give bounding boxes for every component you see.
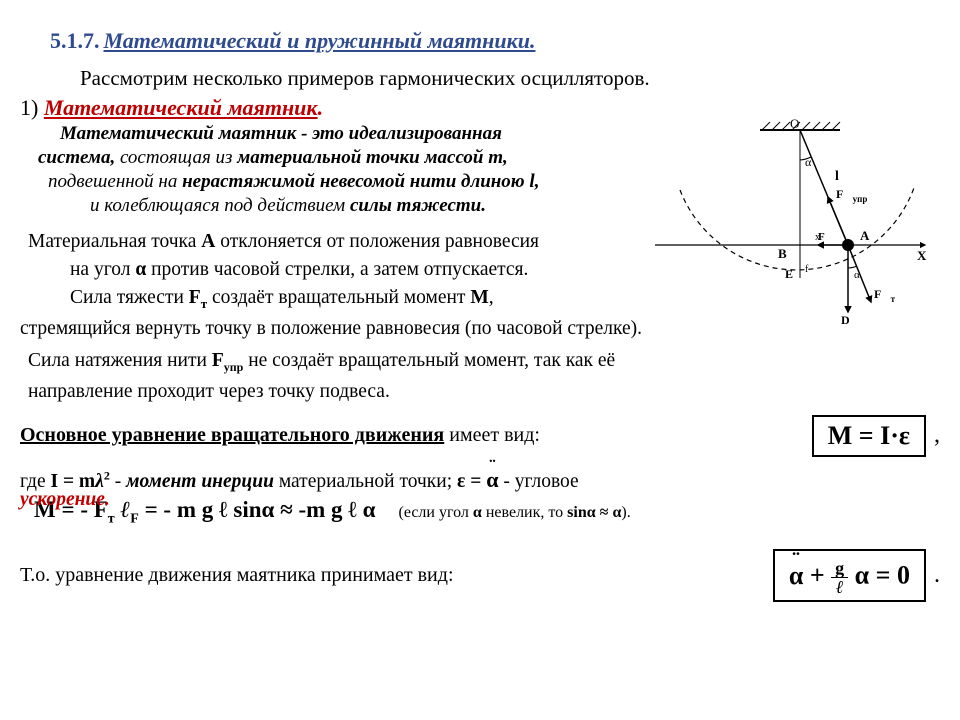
p1b: А (201, 231, 215, 252)
eq-lead-b: имеет вид: (444, 424, 540, 446)
label-Ft: F⃗т (874, 287, 896, 304)
section-title: Математический и пружинный маятники. (104, 28, 536, 53)
p7-trail: ускорение. (20, 489, 940, 511)
eq1-box: M = I·ε (812, 415, 926, 457)
def-l3a: подвешенной на (48, 171, 182, 192)
sub1-num: 1) (20, 95, 44, 120)
eq1-comma: , (934, 422, 940, 449)
label-D: D (841, 313, 850, 327)
def-l4a: и колеблющаяся под действием (90, 195, 350, 216)
eq2-dot: . (934, 562, 940, 589)
section-number: 5.1.7. (50, 28, 100, 53)
equation-row-1: Основное уравнение вращательного движени… (20, 415, 940, 457)
label-Fupr: F⃗упр (836, 187, 867, 204)
p2a: на угол (70, 259, 135, 280)
label-O: O (790, 116, 799, 131)
p3d: M (470, 287, 488, 308)
p1c: отклоняется от положения равновесия (215, 231, 539, 252)
label-alpha2: α (854, 269, 860, 281)
def-l4b: силы тяжести. (350, 195, 486, 216)
def-l3b: нерастяжимой невесомой нити длиною l, (182, 171, 539, 192)
equation-row-2: Т.о. уравнение движения маятника принима… (20, 549, 940, 602)
def-l1: Математический маятник - это идеализиров… (60, 123, 502, 144)
label-alpha1: α (805, 155, 812, 169)
p5c: не создаёт вращательный момент, так как … (243, 350, 615, 371)
para-6: направление проходит через точку подвеса… (28, 381, 940, 403)
pendulum-diagram: O l α A B E D X F⃗упр F⃗ F⃗т x f α (650, 115, 930, 335)
label-x: x (815, 232, 820, 243)
label-F: F⃗ (818, 231, 833, 243)
eq2-frac: gℓ (831, 559, 848, 596)
label-E: E (785, 267, 793, 281)
eq2-lead: Т.о. уравнение движения маятника принима… (20, 564, 773, 587)
intro-text: Рассмотрим несколько примеров гармоничес… (80, 66, 940, 91)
label-A: A (860, 228, 870, 243)
eq2-a2: α = 0 (848, 561, 910, 590)
eq2-plus: + (803, 561, 831, 590)
def-l2c: материальной точки массой m, (237, 147, 508, 168)
eq-lead-a: Основное уравнение вращательного движени… (20, 424, 444, 446)
def-l2b: состоящая из (120, 147, 237, 168)
p5a: Сила натяжения нити (28, 350, 212, 371)
label-f: f (805, 264, 809, 275)
eq1-lead: Основное уравнение вращательного движени… (20, 424, 812, 447)
label-B: B (778, 246, 787, 261)
para-7: где I = mλ2 - момент инерции материально… (20, 467, 940, 511)
label-X: X (917, 248, 927, 263)
sub1-dot: . (318, 95, 324, 120)
p5b: Fупр (212, 350, 244, 371)
p3a: Сила тяжести (70, 287, 189, 308)
p2b: α (135, 259, 146, 280)
eq2-a1: α (789, 561, 804, 591)
p3b: Fт (189, 287, 207, 308)
p3c: создаёт вращательный момент (207, 287, 470, 308)
p2c: против часовой стрелки, а затем отпускае… (146, 259, 528, 280)
section-heading: 5.1.7. Математический и пружинный маятни… (50, 28, 940, 54)
eq2-box: α + gℓ α = 0 (773, 549, 926, 602)
sub1-title: Математический маятник (44, 95, 318, 120)
p3e: , (489, 287, 494, 308)
def-l2a: система, (38, 147, 120, 168)
label-l: l (835, 169, 839, 184)
para-5: Сила натяжения нити Fупр не создаёт вращ… (28, 350, 940, 375)
p1a: Материальная точка (28, 231, 201, 252)
